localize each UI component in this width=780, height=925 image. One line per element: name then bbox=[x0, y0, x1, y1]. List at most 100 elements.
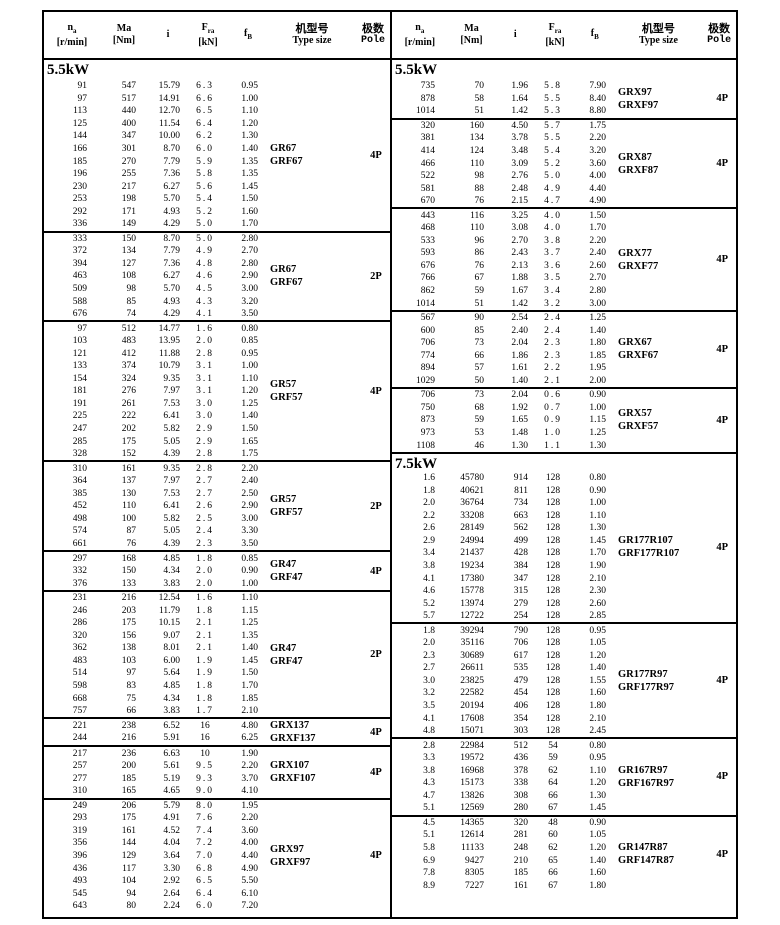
cell-fra: 9.5 bbox=[196, 761, 214, 772]
spec-rows: 333 150 8.70 5.0 2.80 372 134 7.79 4.9 2.70 394 127… bbox=[44, 233, 268, 321]
cell-fra: 2.1 bbox=[544, 375, 562, 386]
cell-i: 185 bbox=[513, 868, 528, 879]
spec-row: 3.2 22582 454 128 1.60 bbox=[392, 687, 616, 700]
cell-na: 221 bbox=[72, 720, 87, 731]
cell-i: 161 bbox=[513, 880, 528, 891]
cell-i: 338 bbox=[513, 778, 528, 789]
cell-i: 7.97 bbox=[163, 386, 180, 397]
cell-i: 7.79 bbox=[163, 246, 180, 257]
cell-ma: 261 bbox=[121, 398, 136, 409]
cell-i: 535 bbox=[513, 663, 528, 674]
cell-i: 4.85 bbox=[163, 680, 180, 691]
cell-fra: 2.3 bbox=[544, 350, 562, 361]
spec-rows: 97 512 14.77 1.6 0.80 103 483 13.95 2.0 0.85 121 41… bbox=[44, 322, 268, 460]
section-title: 5.5kW bbox=[395, 62, 438, 78]
cell-ma: 412 bbox=[121, 348, 136, 359]
cell-ma: 17380 bbox=[460, 573, 484, 584]
cell-na: 2.8 bbox=[423, 740, 435, 751]
spec-row: 766 67 1.88 3.5 2.70 bbox=[392, 272, 616, 285]
cell-i: 303 bbox=[513, 726, 528, 737]
cell-ma: 276 bbox=[121, 386, 136, 397]
cell-fra: 1.9 bbox=[196, 655, 214, 666]
cell-fra: 4.3 bbox=[196, 296, 214, 307]
cell-ma: 22984 bbox=[460, 740, 484, 751]
cell-fb: 1.10 bbox=[241, 593, 258, 604]
cell-fb: 2.90 bbox=[241, 271, 258, 282]
cell-ma: 94 bbox=[126, 888, 137, 899]
cell-i: 2.92 bbox=[163, 876, 180, 887]
cell-na: 356 bbox=[72, 838, 87, 849]
cell-ma: 216 bbox=[121, 593, 136, 604]
spec-block: 97 512 14.77 1.6 0.80 103 483 13.95 2.0 0.85 121 41… bbox=[44, 320, 390, 460]
cell-na: 5.8 bbox=[423, 842, 435, 853]
cell-i: 454 bbox=[513, 688, 528, 699]
cell-fb: 1.45 bbox=[589, 535, 606, 546]
type-size-line: GRF57 bbox=[270, 392, 303, 404]
cell-fra: 66 bbox=[548, 868, 558, 879]
spec-row: 545 94 2.64 6.4 6.10 bbox=[44, 887, 268, 900]
cell-na: 774 bbox=[420, 350, 435, 361]
cell-i: 7.53 bbox=[163, 488, 180, 499]
spec-row: 396 129 3.64 7.0 4.40 bbox=[44, 850, 268, 863]
cell-fra: 2.0 bbox=[196, 336, 214, 347]
cell-ma: 85 bbox=[126, 296, 137, 307]
cell-na: 5.7 bbox=[423, 611, 435, 622]
spec-row: 593 86 2.43 3.7 2.40 bbox=[392, 247, 616, 260]
cell-i: 499 bbox=[513, 535, 528, 546]
cell-fra: 6.5 bbox=[196, 876, 214, 887]
spec-row: 3.0 23825 479 128 1.55 bbox=[392, 675, 616, 688]
cell-fb: 2.10 bbox=[589, 573, 606, 584]
cell-na: 319 bbox=[72, 825, 87, 836]
cell-fra: 1.8 bbox=[196, 605, 214, 616]
spec-row: 452 110 6.41 2.6 2.90 bbox=[44, 500, 268, 513]
cell-fb: 1.50 bbox=[241, 668, 258, 679]
cell-fra: 128 bbox=[545, 523, 561, 534]
spec-row: 332 150 4.34 2.0 0.90 bbox=[44, 565, 268, 578]
cell-na: 125 bbox=[72, 118, 87, 129]
cell-i: 4.50 bbox=[511, 120, 528, 131]
spec-row: 113 440 12.70 6.5 1.10 bbox=[44, 105, 268, 118]
pole-label: 4P bbox=[370, 850, 382, 862]
cell-fra: 1.8 bbox=[196, 693, 214, 704]
cell-fra: 3.1 bbox=[196, 361, 214, 372]
type-size-line: GR47 bbox=[270, 642, 297, 654]
spec-row: 133 374 10.79 3.1 1.00 bbox=[44, 360, 268, 373]
cell-fra: 4.0 bbox=[544, 223, 562, 234]
spec-row: 4.7 13826 308 66 1.30 bbox=[392, 790, 616, 803]
cell-ma: 104 bbox=[121, 876, 136, 887]
cell-na: 706 bbox=[420, 338, 435, 349]
cell-i: 3.09 bbox=[511, 158, 528, 169]
cell-fb: 2.80 bbox=[589, 286, 606, 297]
cell-fra: 65 bbox=[548, 855, 558, 866]
spec-row: 5.8 11133 248 62 1.20 bbox=[392, 842, 616, 855]
cell-ma: 11133 bbox=[460, 842, 484, 853]
cell-i: 2.13 bbox=[511, 260, 528, 271]
cell-fb: 1.85 bbox=[589, 350, 606, 361]
cell-i: 7.53 bbox=[163, 398, 180, 409]
cell-ma: 150 bbox=[121, 233, 136, 244]
cell-fb: 1.60 bbox=[589, 688, 606, 699]
cell-ma: 45780 bbox=[460, 473, 484, 484]
spec-row: 3.8 16968 378 62 1.10 bbox=[392, 764, 616, 777]
cell-fra: 2.3 bbox=[544, 338, 562, 349]
cell-fb: 0.95 bbox=[241, 81, 258, 92]
spec-row: 1108 46 1.30 1.1 1.30 bbox=[392, 439, 616, 452]
cell-fra: 16 bbox=[200, 733, 210, 744]
spec-row: 247 202 5.82 2.9 1.50 bbox=[44, 423, 268, 436]
spec-row: 706 73 2.04 2.3 1.80 bbox=[392, 337, 616, 350]
cell-ma: 67 bbox=[474, 273, 485, 284]
cell-fra: 9.0 bbox=[196, 786, 214, 797]
cell-fra: 5.5 bbox=[544, 133, 562, 144]
cell-i: 7.97 bbox=[163, 476, 180, 487]
cell-fb: 1.25 bbox=[241, 618, 258, 629]
cell-fb: 1.20 bbox=[589, 650, 606, 661]
cell-i: 3.78 bbox=[511, 133, 528, 144]
cell-i: 2.43 bbox=[511, 248, 528, 259]
type-size-line: GRXF87 bbox=[618, 164, 659, 176]
table-body-right: 5.5kW 735 70 1.96 5.8 7.90 878 58 1.64 5.5 8.40 101… bbox=[392, 60, 736, 917]
cell-fra: 1.9 bbox=[196, 668, 214, 679]
cell-fb: 1.45 bbox=[589, 803, 606, 814]
cell-ma: 26611 bbox=[460, 663, 484, 674]
cell-ma: 98 bbox=[474, 171, 485, 182]
cell-na: 97 bbox=[77, 93, 88, 104]
